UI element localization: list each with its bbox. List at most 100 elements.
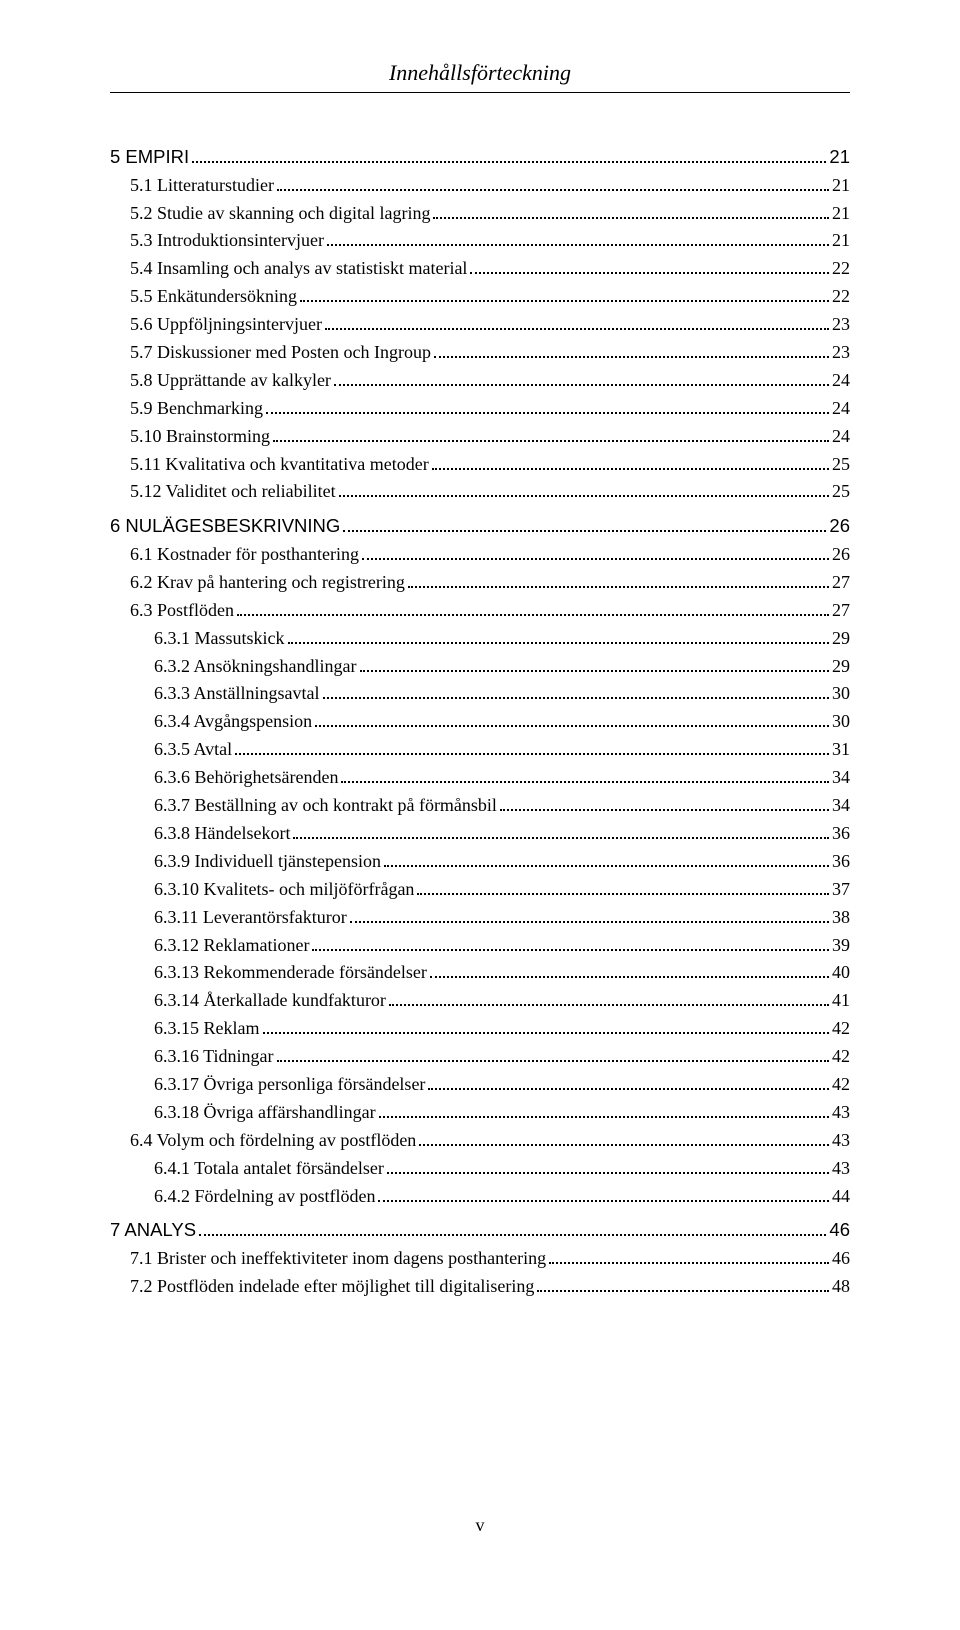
toc-entry: 6.3.10 Kvalitets- och miljöförfrågan37 (110, 876, 850, 904)
toc-entry-label: 5.4 Insamling och analys av statistiskt … (130, 255, 467, 283)
toc-leader-dots (199, 1234, 826, 1236)
toc-leader-dots (341, 781, 829, 783)
toc-entry-page: 24 (832, 423, 850, 451)
toc-entry: 6.2 Krav på hantering och registrering27 (110, 569, 850, 597)
toc-entry-label: 6.3.11 Leverantörsfakturor (154, 904, 347, 932)
toc-leader-dots (237, 614, 829, 616)
toc-entry-label: 5.2 Studie av skanning och digital lagri… (130, 200, 430, 228)
toc-entry-page: 23 (832, 339, 850, 367)
toc-entry-page: 48 (832, 1273, 850, 1301)
toc-entry-label: 5.11 Kvalitativa och kvantitativa metode… (130, 451, 429, 479)
toc-entry-label: 6.3.18 Övriga affärshandlingar (154, 1099, 376, 1127)
toc-entry-label: 6.3.2 Ansökningshandlingar (154, 653, 357, 681)
toc-entry-label: 5.5 Enkätundersökning (130, 283, 297, 311)
toc-entry-label: 6.2 Krav på hantering och registrering (130, 569, 405, 597)
toc-entry-label: 5.7 Diskussioner med Posten och Ingroup (130, 339, 431, 367)
toc-entry-page: 29 (832, 625, 850, 653)
toc-entry: 5.7 Diskussioner med Posten och Ingroup 2… (110, 339, 850, 367)
toc-leader-dots (537, 1290, 829, 1292)
toc-leader-dots (434, 356, 829, 358)
toc-entry-label: 5.12 Validitet och reliabilitet (130, 478, 336, 506)
toc-leader-dots (378, 1200, 829, 1202)
toc-entry-label: 5.1 Litteraturstudier (130, 172, 274, 200)
toc-entry-label: 6.3.1 Massutskick (154, 625, 285, 653)
toc-leader-dots (549, 1262, 829, 1264)
toc-entry-page: 30 (832, 680, 850, 708)
toc-entry-page: 26 (829, 512, 850, 541)
toc-entry: 6.3.8 Händelsekort36 (110, 820, 850, 848)
toc-entry: 6.3.3 Anställningsavtal30 (110, 680, 850, 708)
toc-entry: 6.3.7 Beställning av och kontrakt på för… (110, 792, 850, 820)
toc-leader-dots (379, 1116, 829, 1118)
toc-leader-dots (417, 893, 829, 895)
toc-entry-page: 41 (832, 987, 850, 1015)
toc-leader-dots (408, 586, 829, 588)
toc-entry-page: 24 (832, 395, 850, 423)
page-header-title: Innehållsförteckning (110, 60, 850, 93)
toc-entry-label: 6.3.14 Återkallade kundfakturor (154, 987, 386, 1015)
toc-entry-label: 6.3.12 Reklamationer (154, 932, 309, 960)
toc-entry-label: 6.3.13 Rekommenderade försändelser (154, 959, 427, 987)
toc-entry-page: 27 (832, 597, 850, 625)
toc-leader-dots (323, 697, 830, 699)
toc-entry-label: 6.3.9 Individuell tjänstepension (154, 848, 381, 876)
toc-leader-dots (350, 921, 829, 923)
toc-leader-dots (293, 837, 829, 839)
toc-entry: 5.1 Litteraturstudier21 (110, 172, 850, 200)
toc-entry-page: 42 (832, 1043, 850, 1071)
toc-entry: 6 NULÄGESBESKRIVNING 26 (110, 512, 850, 541)
toc-leader-dots (339, 495, 829, 497)
toc-leader-dots (325, 328, 829, 330)
toc-entry: 6.3.1 Massutskick 29 (110, 625, 850, 653)
toc-entry-label: 6.3.17 Övriga personliga försändelser (154, 1071, 425, 1099)
toc-leader-dots (266, 412, 829, 414)
toc-entry: 6.3.18 Övriga affärshandlingar43 (110, 1099, 850, 1127)
toc-entry: 7.1 Brister och ineffektiviteter inom da… (110, 1245, 850, 1273)
toc-entry: 5.6 Uppföljningsintervjuer23 (110, 311, 850, 339)
toc-entry-label: 6 NULÄGESBESKRIVNING (110, 512, 340, 541)
toc-leader-dots (419, 1144, 829, 1146)
toc-entry-label: 6.3 Postflöden (130, 597, 234, 625)
toc-entry: 5.3 Introduktionsintervjuer21 (110, 227, 850, 255)
toc-entry: 5.12 Validitet och reliabilitet25 (110, 478, 850, 506)
toc-leader-dots (428, 1088, 829, 1090)
toc-entry: 5.8 Upprättande av kalkyler24 (110, 367, 850, 395)
toc-entry: 6.3 Postflöden 27 (110, 597, 850, 625)
toc-entry-page: 46 (832, 1245, 850, 1273)
toc-entry-label: 6.1 Kostnader för posthantering (130, 541, 359, 569)
toc-entry-label: 5.9 Benchmarking (130, 395, 263, 423)
toc-entry: 6.3.17 Övriga personliga försändelser42 (110, 1071, 850, 1099)
toc-leader-dots (315, 725, 829, 727)
toc-entry-page: 34 (832, 792, 850, 820)
toc-leader-dots (384, 865, 829, 867)
toc-leader-dots (263, 1032, 830, 1034)
toc-entry-label: 6.3.16 Tidningar (154, 1043, 274, 1071)
toc-entry-page: 39 (832, 932, 850, 960)
toc-entry: 5.9 Benchmarking 24 (110, 395, 850, 423)
toc-entry-page: 25 (832, 451, 850, 479)
toc-entry: 6.3.12 Reklamationer 39 (110, 932, 850, 960)
toc-leader-dots (362, 558, 829, 560)
toc-entry-page: 22 (832, 283, 850, 311)
toc-entry-label: 5.3 Introduktionsintervjuer (130, 227, 324, 255)
toc-entry: 6.4.1 Totala antalet försändelser43 (110, 1155, 850, 1183)
toc-entry: 5.11 Kvalitativa och kvantitativa metode… (110, 451, 850, 479)
toc-entry: 6.3.15 Reklam42 (110, 1015, 850, 1043)
toc-entry: 6.3.14 Återkallade kundfakturor 41 (110, 987, 850, 1015)
toc-entry: 5.10 Brainstorming 24 (110, 423, 850, 451)
toc-entry-page: 46 (829, 1216, 850, 1245)
toc-leader-dots (360, 670, 830, 672)
toc-entry: 6.3.9 Individuell tjänstepension 36 (110, 848, 850, 876)
table-of-contents: 5 EMPIRI215.1 Litteraturstudier215.2 Stu… (110, 143, 850, 1301)
toc-entry-label: 5.6 Uppföljningsintervjuer (130, 311, 322, 339)
toc-leader-dots (430, 976, 829, 978)
toc-entry-label: 6.3.6 Behörighetsärenden (154, 764, 338, 792)
toc-entry-label: 6.3.7 Beställning av och kontrakt på för… (154, 792, 497, 820)
toc-entry-page: 31 (832, 736, 850, 764)
toc-leader-dots (470, 272, 829, 274)
toc-entry-page: 36 (832, 848, 850, 876)
toc-entry-label: 5.10 Brainstorming (130, 423, 270, 451)
toc-entry-label: 7.2 Postflöden indelade efter möjlighet … (130, 1273, 534, 1301)
toc-leader-dots (327, 244, 829, 246)
toc-leader-dots (312, 949, 829, 951)
